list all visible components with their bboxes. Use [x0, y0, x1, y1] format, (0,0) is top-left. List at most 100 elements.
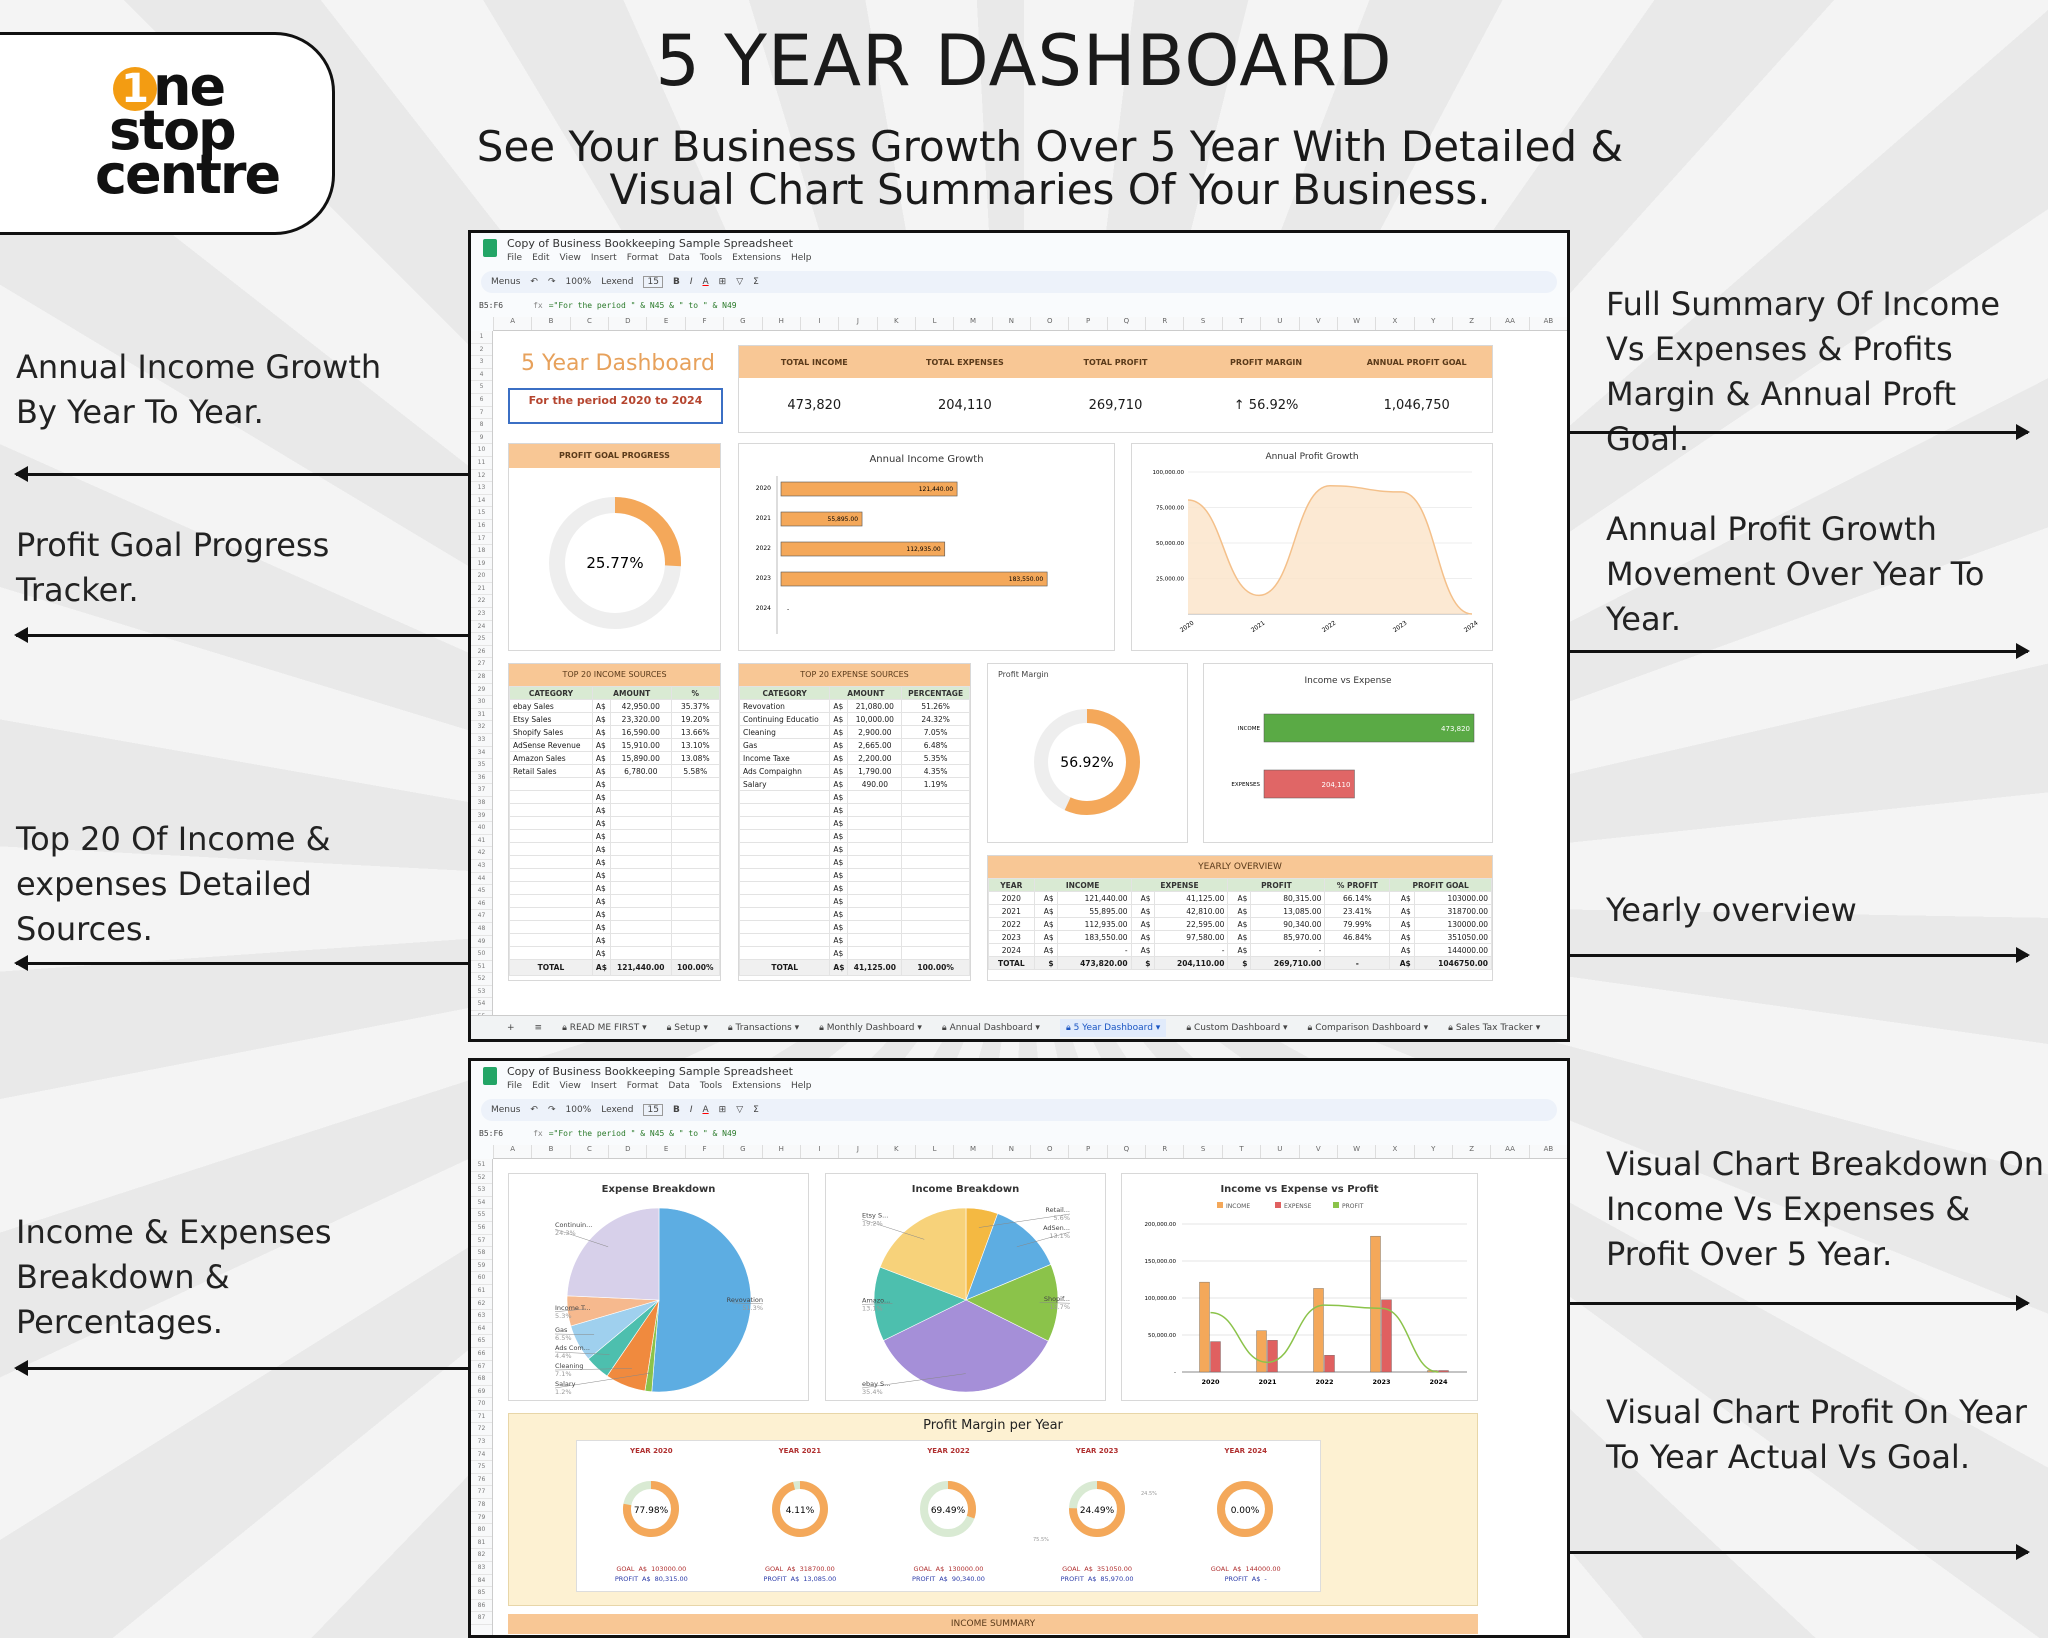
- menu-file[interactable]: File: [507, 1081, 523, 1091]
- row-number[interactable]: 23: [471, 608, 492, 621]
- text-color-icon[interactable]: A: [702, 277, 709, 287]
- percent-cell[interactable]: [670, 803, 721, 817]
- category-cell[interactable]: Gas: [738, 738, 831, 752]
- percent-cell[interactable]: [901, 920, 970, 934]
- row-number[interactable]: 65: [471, 1335, 492, 1348]
- column-header[interactable]: I: [799, 1145, 838, 1158]
- all-sheets-icon[interactable]: ≡: [534, 1022, 543, 1033]
- search-menus[interactable]: Menus: [491, 1105, 521, 1115]
- category-cell[interactable]: [738, 829, 831, 843]
- column-header[interactable]: Z: [1451, 1145, 1490, 1158]
- category-cell[interactable]: [509, 933, 593, 947]
- row-number[interactable]: 16: [471, 520, 492, 533]
- column-header[interactable]: Q: [1106, 317, 1145, 330]
- amount-cell[interactable]: [847, 894, 903, 908]
- percent-cell[interactable]: [901, 907, 970, 921]
- table-cell[interactable]: 144000.00: [1413, 943, 1493, 957]
- row-number[interactable]: 60: [471, 1272, 492, 1285]
- borders-icon[interactable]: ⊞: [718, 277, 727, 287]
- row-number[interactable]: 57: [471, 1235, 492, 1248]
- category-cell[interactable]: [509, 907, 593, 921]
- row-number[interactable]: 41: [471, 835, 492, 848]
- category-cell[interactable]: Income Taxe: [738, 751, 831, 765]
- currency-cell[interactable]: A$: [829, 907, 849, 921]
- amount-cell[interactable]: [847, 855, 903, 869]
- font-select[interactable]: Lexend: [601, 277, 634, 287]
- percent-cell[interactable]: [670, 868, 721, 882]
- table-cell[interactable]: A$: [1389, 917, 1415, 931]
- column-header[interactable]: N: [991, 1145, 1030, 1158]
- amount-cell[interactable]: [609, 790, 672, 804]
- percent-cell[interactable]: [670, 777, 721, 791]
- row-number[interactable]: 67: [471, 1361, 492, 1374]
- table-cell[interactable]: A$: [1389, 943, 1415, 957]
- amount-cell[interactable]: [609, 946, 672, 960]
- column-header[interactable]: Q: [1106, 1145, 1145, 1158]
- row-number[interactable]: 76: [471, 1474, 492, 1487]
- row-number[interactable]: 9: [471, 432, 492, 445]
- row-number[interactable]: 11: [471, 457, 492, 470]
- table-cell[interactable]: 121,440.00: [1056, 891, 1132, 905]
- category-cell[interactable]: [738, 946, 831, 960]
- menu-tools[interactable]: Tools: [699, 1081, 723, 1091]
- row-number[interactable]: 72: [471, 1423, 492, 1437]
- row-number[interactable]: 15: [471, 507, 492, 520]
- amount-cell[interactable]: [847, 829, 903, 843]
- menu-format[interactable]: Format: [626, 253, 659, 263]
- redo-icon[interactable]: ↷: [547, 277, 556, 287]
- column-header[interactable]: D: [608, 1145, 646, 1158]
- functions-icon[interactable]: Σ: [753, 277, 759, 287]
- table-cell[interactable]: 85,970.00: [1250, 930, 1326, 944]
- table-cell[interactable]: A$: [1389, 891, 1415, 905]
- tab-transactions[interactable]: 🔒︎ Transactions ▾: [728, 1023, 799, 1033]
- formula-input[interactable]: ="For the period " & N45 & " to " & N49: [548, 301, 737, 310]
- row-number[interactable]: 64: [471, 1323, 492, 1336]
- amount-cell[interactable]: [847, 946, 903, 960]
- currency-cell[interactable]: A$: [591, 868, 611, 882]
- amount-cell[interactable]: [847, 790, 903, 804]
- column-header[interactable]: U: [1260, 317, 1298, 330]
- amount-cell[interactable]: [609, 829, 672, 843]
- redo-icon[interactable]: ↷: [547, 1105, 556, 1115]
- bold-icon[interactable]: B: [672, 277, 680, 287]
- zoom-select[interactable]: 100%: [565, 1105, 592, 1115]
- menu-extensions[interactable]: Extensions: [732, 1081, 781, 1091]
- category-cell[interactable]: Etsy Sales: [509, 712, 593, 726]
- row-number[interactable]: 25: [471, 633, 492, 646]
- amount-cell[interactable]: 2,665.00: [847, 738, 903, 752]
- column-header[interactable]: E: [646, 1145, 684, 1158]
- tab-setup[interactable]: 🔒︎ Setup ▾: [667, 1023, 708, 1033]
- table-cell[interactable]: 2022: [988, 917, 1035, 931]
- row-number[interactable]: 39: [471, 810, 492, 823]
- row-number[interactable]: 54: [471, 998, 492, 1012]
- font-size-input[interactable]: 15: [643, 1104, 663, 1116]
- percent-cell[interactable]: 1.19%: [901, 777, 970, 791]
- row-number[interactable]: 43: [471, 860, 492, 873]
- row-number[interactable]: 28: [471, 671, 492, 684]
- currency-cell[interactable]: A$: [591, 894, 611, 908]
- percent-cell[interactable]: 13.66%: [670, 725, 721, 739]
- amount-cell[interactable]: 21,080.00: [847, 699, 903, 713]
- amount-cell[interactable]: [609, 777, 672, 791]
- amount-cell[interactable]: [609, 933, 672, 947]
- menu-edit[interactable]: Edit: [532, 1081, 550, 1091]
- table-cell[interactable]: A$: [1033, 943, 1058, 957]
- percent-cell[interactable]: [670, 855, 721, 869]
- currency-cell[interactable]: A$: [829, 933, 849, 947]
- column-header[interactable]: D: [608, 317, 646, 330]
- amount-cell[interactable]: 1,790.00: [847, 764, 903, 778]
- column-header[interactable]: R: [1145, 317, 1183, 330]
- percent-cell[interactable]: 51.26%: [901, 699, 970, 713]
- column-header[interactable]: L: [914, 317, 953, 330]
- italic-icon[interactable]: I: [689, 277, 693, 287]
- percent-cell[interactable]: [670, 829, 721, 843]
- currency-cell[interactable]: A$: [591, 764, 611, 778]
- currency-cell[interactable]: A$: [591, 855, 611, 869]
- amount-cell[interactable]: [847, 816, 903, 830]
- menu-insert[interactable]: Insert: [590, 1081, 617, 1091]
- row-number[interactable]: 54: [471, 1197, 492, 1210]
- currency-cell[interactable]: A$: [591, 933, 611, 947]
- menu-insert[interactable]: Insert: [590, 253, 617, 263]
- undo-icon[interactable]: ↶: [530, 277, 538, 287]
- row-number[interactable]: 13: [471, 482, 492, 495]
